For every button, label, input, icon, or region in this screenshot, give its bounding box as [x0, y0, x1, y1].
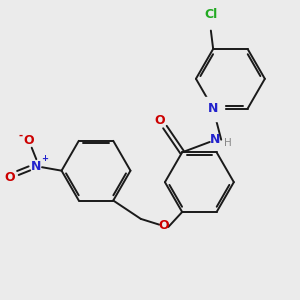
Text: O: O: [4, 171, 15, 184]
Text: +: +: [41, 154, 48, 163]
Text: N: N: [208, 102, 218, 115]
Text: O: O: [158, 219, 169, 232]
Text: -: -: [18, 131, 22, 141]
Text: O: O: [154, 114, 164, 127]
Text: N: N: [210, 133, 221, 146]
Text: N: N: [31, 160, 41, 172]
Text: O: O: [23, 134, 34, 147]
Text: Cl: Cl: [204, 8, 218, 21]
Text: H: H: [224, 138, 232, 148]
